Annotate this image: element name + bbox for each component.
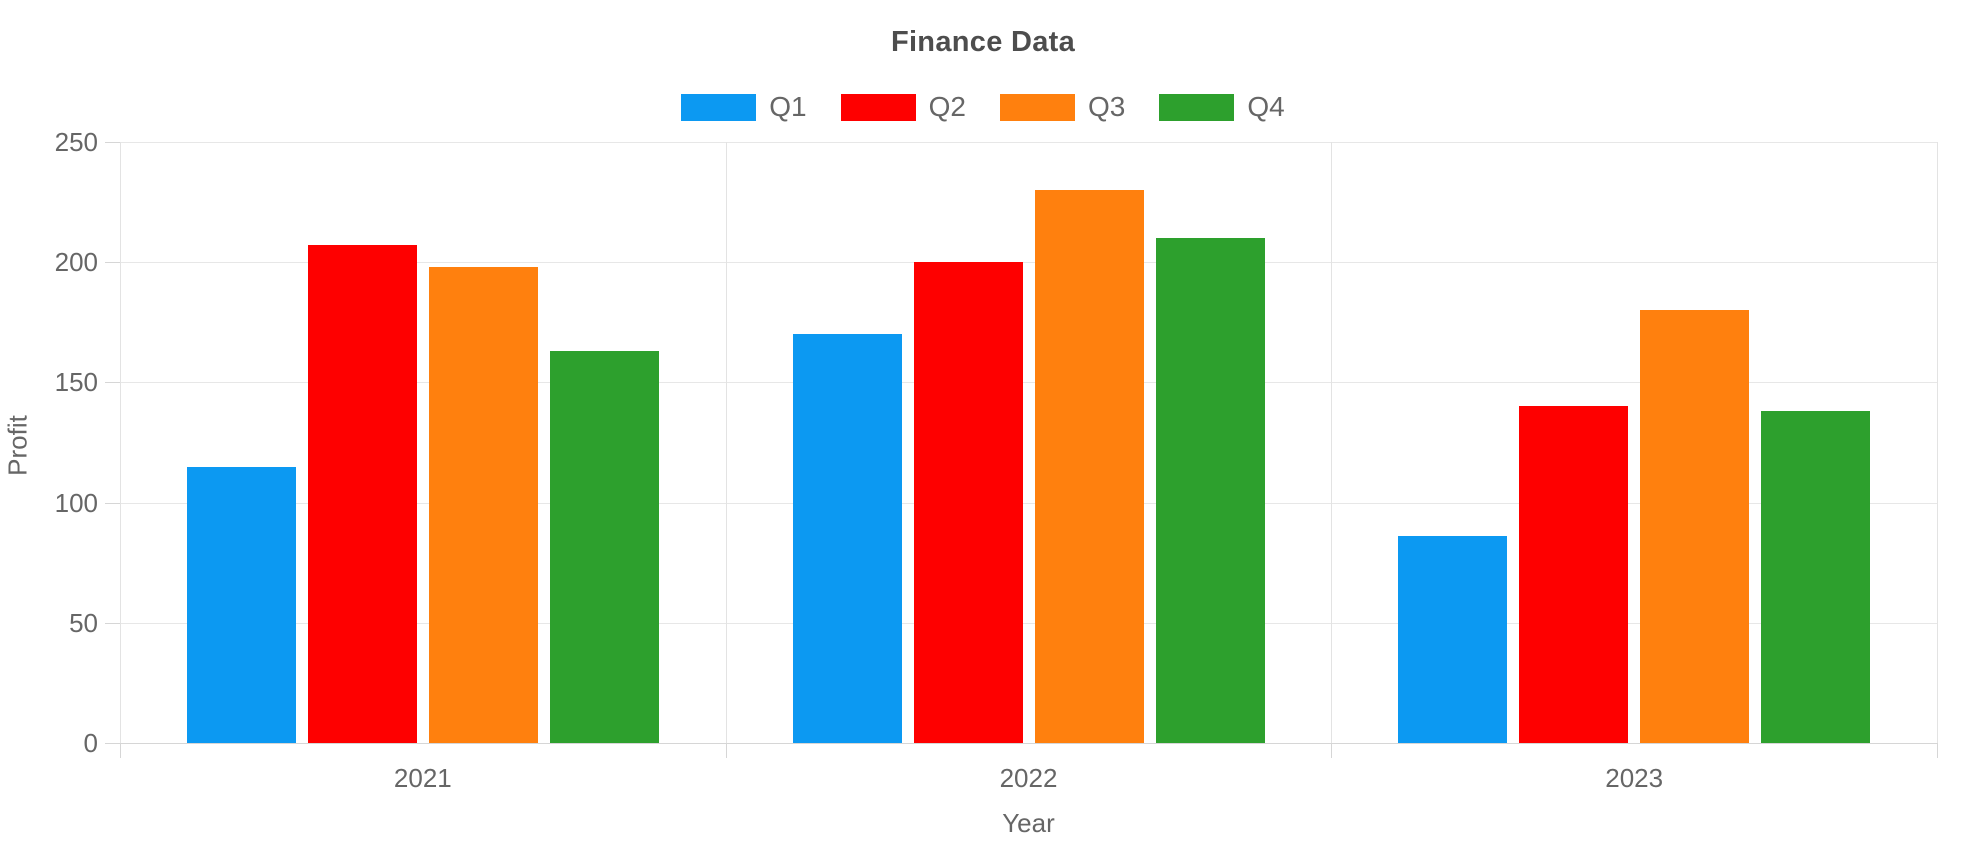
x-axis-line <box>120 743 1937 744</box>
legend-label-q2: Q2 <box>928 91 966 122</box>
y-tick-label: 250 <box>54 127 98 157</box>
y-tick-label: 50 <box>69 607 98 638</box>
y-axis-line <box>120 142 121 743</box>
x-tick-mark <box>726 743 727 758</box>
bar-2021-q3 <box>429 267 538 743</box>
grid-line-v <box>1937 142 1938 743</box>
x-tick-mark <box>120 743 121 758</box>
chart-title: Finance Data <box>890 26 1076 58</box>
legend-item-q3[interactable]: Q3 <box>1000 91 1125 123</box>
x-category-label: 2023 <box>1605 763 1664 793</box>
legend-label-q4: Q4 <box>1247 91 1285 122</box>
y-tick-mark <box>105 382 120 384</box>
grid-line-h <box>120 502 1937 504</box>
grid-line-h <box>120 622 1937 624</box>
legend-swatch-q2 <box>840 93 916 121</box>
y-tick-label: 0 <box>83 728 98 758</box>
legend-label-q3: Q3 <box>1088 91 1126 122</box>
grid-line-h <box>120 382 1937 384</box>
legend-swatch-q1 <box>681 93 757 121</box>
bar-2022-q3 <box>1035 190 1144 743</box>
x-tick-mark <box>1937 743 1938 758</box>
grid-line-h <box>120 142 1937 143</box>
bar-2022-q4 <box>1156 238 1265 743</box>
legend: Q1 Q2 Q3 Q4 <box>0 91 1966 123</box>
y-tick-label: 150 <box>54 367 98 398</box>
legend-item-q2[interactable]: Q2 <box>840 91 966 123</box>
x-tick-mark <box>1331 743 1332 758</box>
legend-swatch-q4 <box>1159 93 1235 121</box>
grid-line-v <box>726 142 727 743</box>
legend-swatch-q3 <box>1000 93 1075 121</box>
bar-2022-q2 <box>914 262 1023 743</box>
y-tick-mark <box>105 262 120 264</box>
bar-2023-q3 <box>1640 310 1749 743</box>
bar-2023-q1 <box>1398 536 1507 743</box>
x-category-label: 2021 <box>393 763 452 793</box>
bar-2023-q4 <box>1761 411 1870 743</box>
y-tick-mark <box>105 502 120 504</box>
grid-line-v <box>1331 142 1332 743</box>
bar-2022-q1 <box>793 334 902 743</box>
y-tick-mark <box>105 743 120 744</box>
x-axis-title: Year <box>1002 808 1055 838</box>
grid-line-h <box>120 262 1937 264</box>
bar-2021-q4 <box>550 351 659 743</box>
bar-2021-q2 <box>308 245 417 743</box>
x-category-label: 2022 <box>999 763 1058 793</box>
legend-item-q1[interactable]: Q1 <box>681 91 807 123</box>
y-tick-label: 100 <box>54 487 98 518</box>
bar-2023-q2 <box>1519 406 1628 743</box>
y-tick-label: 200 <box>54 247 98 278</box>
bar-2021-q1 <box>187 467 296 743</box>
legend-item-q4[interactable]: Q4 <box>1159 91 1285 123</box>
y-tick-mark <box>105 622 120 624</box>
legend-label-q1: Q1 <box>769 91 807 122</box>
y-tick-mark <box>105 142 120 143</box>
